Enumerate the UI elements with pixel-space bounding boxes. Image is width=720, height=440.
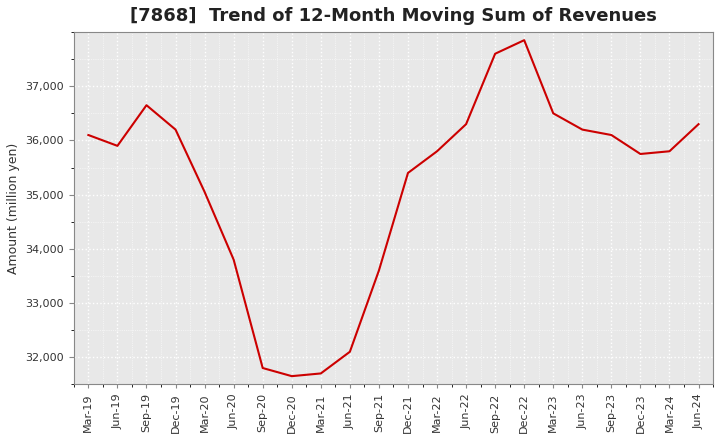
Title: [7868]  Trend of 12-Month Moving Sum of Revenues: [7868] Trend of 12-Month Moving Sum of R… <box>130 7 657 25</box>
Y-axis label: Amount (million yen): Amount (million yen) <box>7 143 20 274</box>
